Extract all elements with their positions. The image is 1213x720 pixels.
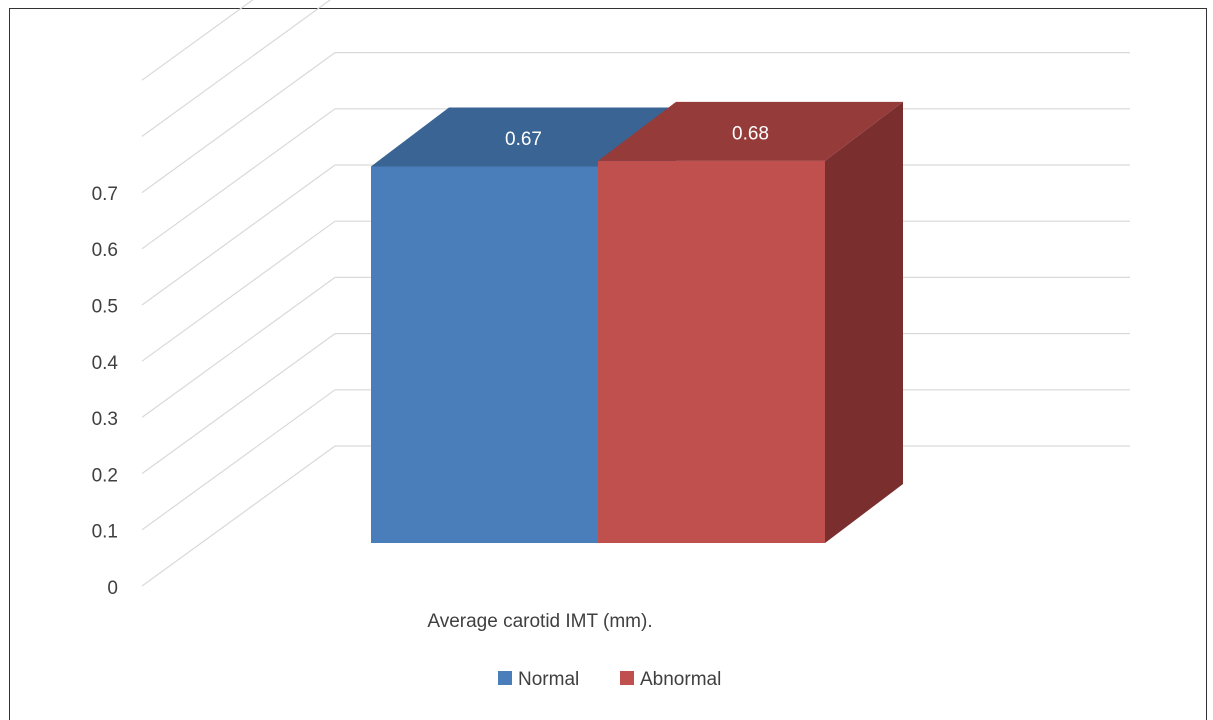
bar-front-face bbox=[371, 166, 598, 543]
bar-abnormal bbox=[598, 101, 903, 543]
legend: Normal Abnormal bbox=[498, 669, 721, 690]
bar-top-face bbox=[598, 101, 903, 161]
gridline-wall bbox=[141, 389, 336, 531]
y-tick-label: 0.5 bbox=[92, 297, 118, 318]
bar-side-face bbox=[825, 101, 903, 543]
gridline-wall bbox=[141, 333, 336, 475]
gridline-wall bbox=[141, 445, 336, 587]
gridline-wall bbox=[141, 276, 336, 418]
gridline-wall bbox=[141, 0, 254, 81]
y-tick-label: 0.4 bbox=[92, 353, 119, 374]
gridline-wall bbox=[141, 220, 336, 362]
legend-swatch-abnormal bbox=[620, 671, 634, 685]
chart-frame bbox=[9, 8, 1207, 720]
bar-front-face bbox=[598, 160, 825, 543]
y-axis-ticks: 0 0.1 0.2 0.3 0.4 0.5 0.6 0.7 bbox=[92, 184, 119, 599]
gridline-wall bbox=[141, 108, 336, 250]
gridline-wall bbox=[141, 164, 336, 306]
y-tick-label: 0.3 bbox=[92, 409, 118, 430]
data-label-abnormal: 0.68 bbox=[732, 123, 769, 144]
gridline-wall bbox=[141, 52, 336, 194]
legend-label-normal: Normal bbox=[518, 669, 579, 690]
y-tick-label: 0.1 bbox=[92, 522, 118, 543]
gridline-wall bbox=[141, 0, 332, 137]
legend-label-abnormal: Abnormal bbox=[640, 669, 721, 690]
data-labels: 0.67 0.68 bbox=[505, 123, 769, 150]
y-tick-label: 0.6 bbox=[92, 240, 118, 261]
data-label-normal: 0.67 bbox=[505, 129, 542, 150]
legend-swatch-normal bbox=[498, 671, 512, 685]
bar-top-face bbox=[371, 107, 676, 167]
category-label: Average carotid IMT (mm). bbox=[427, 611, 652, 632]
y-tick-label: 0.2 bbox=[92, 465, 118, 486]
y-tick-label: 0 bbox=[107, 578, 118, 599]
bars bbox=[371, 101, 903, 544]
y-tick-label: 0.7 bbox=[92, 184, 118, 205]
